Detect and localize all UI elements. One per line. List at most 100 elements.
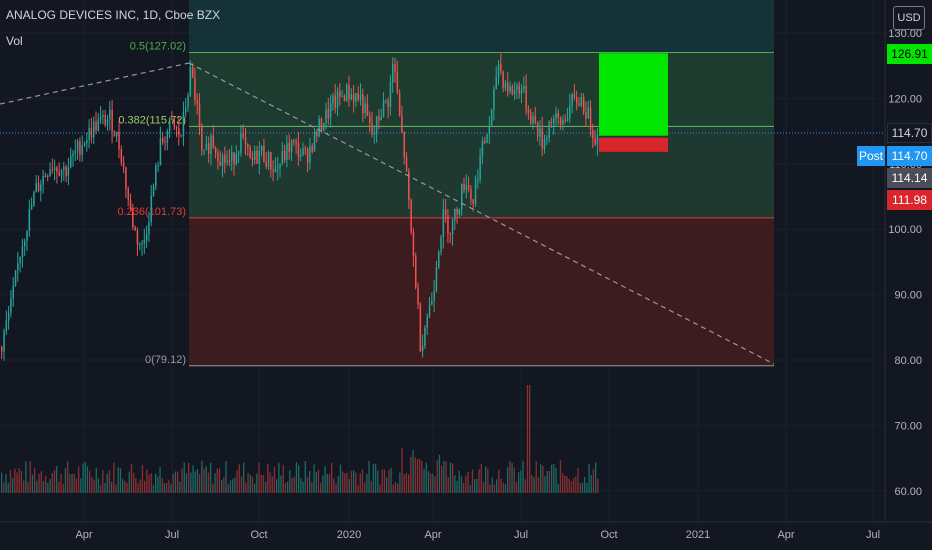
volume-bar [5, 473, 7, 493]
candle-body [431, 300, 433, 305]
volume-bar [348, 478, 350, 493]
volume-bar [199, 473, 201, 493]
candle-body [405, 157, 408, 172]
candle-body [362, 94, 364, 114]
volume-bar [3, 482, 5, 493]
candle-body [244, 136, 247, 145]
volume-bar [581, 482, 584, 493]
candle-body [288, 143, 290, 152]
post-market-price-badge: 114.70 [887, 146, 932, 166]
volume-bar [500, 478, 502, 493]
candle-body [79, 141, 81, 155]
candle-body [334, 95, 336, 108]
candle-body [173, 119, 175, 127]
volume-bar [584, 476, 586, 493]
candle-body [313, 131, 316, 152]
volume-bar [84, 461, 86, 493]
candle-body [488, 125, 491, 134]
candle-body [111, 109, 113, 132]
candle-body [97, 119, 100, 131]
candle-body [106, 119, 109, 126]
volume-bar [161, 478, 163, 493]
volume-bar [232, 479, 234, 493]
candle-body [281, 150, 284, 164]
long-position-stop-box [599, 137, 668, 152]
volume-bar [177, 471, 179, 493]
volume-bar [522, 460, 524, 493]
volume-bar [590, 474, 592, 493]
volume-bar [179, 481, 181, 493]
volume-bar [436, 460, 438, 493]
volume-bar [166, 482, 168, 493]
volume-indicator-label[interactable]: Vol [6, 34, 23, 48]
volume-bar [401, 448, 403, 493]
volume-bar [139, 479, 141, 493]
candle-body [76, 141, 79, 151]
candle-body [208, 143, 210, 154]
volume-bar [370, 480, 372, 493]
candle-body [201, 125, 203, 150]
volume-bar [392, 484, 394, 493]
volume-bar [357, 484, 359, 493]
candle-body [513, 89, 516, 95]
candle-body [272, 169, 274, 172]
volume-bar [597, 478, 599, 493]
volume-bar [245, 482, 247, 493]
candle-body [392, 63, 394, 83]
candle-body [90, 127, 93, 138]
volume-bar [533, 477, 535, 493]
volume-bar [419, 458, 421, 493]
candle-body [72, 153, 74, 156]
candle-body [24, 241, 26, 247]
volume-bar [126, 482, 128, 493]
candle-body [37, 182, 40, 191]
candle-body [93, 121, 95, 138]
candle-body [569, 105, 571, 119]
candle-body [484, 140, 486, 143]
candle-body [49, 169, 51, 177]
candle-body [304, 148, 307, 150]
candle-body [21, 246, 24, 257]
volume-bar [542, 465, 544, 493]
volume-bar [509, 461, 511, 493]
volume-bar [326, 473, 328, 493]
volume-bar [71, 474, 73, 493]
volume-bar [240, 476, 243, 493]
candle-body [120, 149, 123, 163]
currency-button[interactable]: USD [893, 6, 925, 30]
candle-body [116, 131, 118, 137]
volume-bar [249, 474, 251, 493]
candle-body [277, 167, 279, 169]
candle-body [194, 77, 196, 100]
volume-bar [372, 463, 375, 493]
volume-bar [568, 478, 570, 493]
volume-bar [260, 474, 262, 493]
candle-body [233, 152, 235, 165]
volume-bar [493, 484, 496, 493]
candle-body [592, 129, 594, 139]
candle-body [311, 146, 313, 152]
volume-bar [421, 460, 423, 493]
candle-body [198, 103, 201, 126]
candle-body [387, 100, 389, 107]
candle-body [412, 231, 415, 256]
x-tick-label: 2020 [337, 529, 361, 541]
volume-bar [443, 460, 445, 493]
volume-bar [304, 460, 306, 493]
volume-bar [133, 472, 135, 493]
x-tick-label: Apr [75, 529, 92, 541]
volume-bar [60, 473, 62, 493]
candle-body [359, 94, 362, 100]
volume-bar [218, 468, 221, 493]
volume-bar [47, 483, 49, 493]
volume-bar [20, 470, 23, 493]
candle-body [449, 233, 451, 235]
candle-body [530, 112, 532, 124]
candle-body [263, 145, 265, 162]
volume-bar [390, 467, 392, 493]
volume-bar [333, 478, 335, 493]
volume-bar [170, 484, 172, 493]
candle-body [171, 118, 173, 120]
volume-bar [278, 462, 280, 493]
